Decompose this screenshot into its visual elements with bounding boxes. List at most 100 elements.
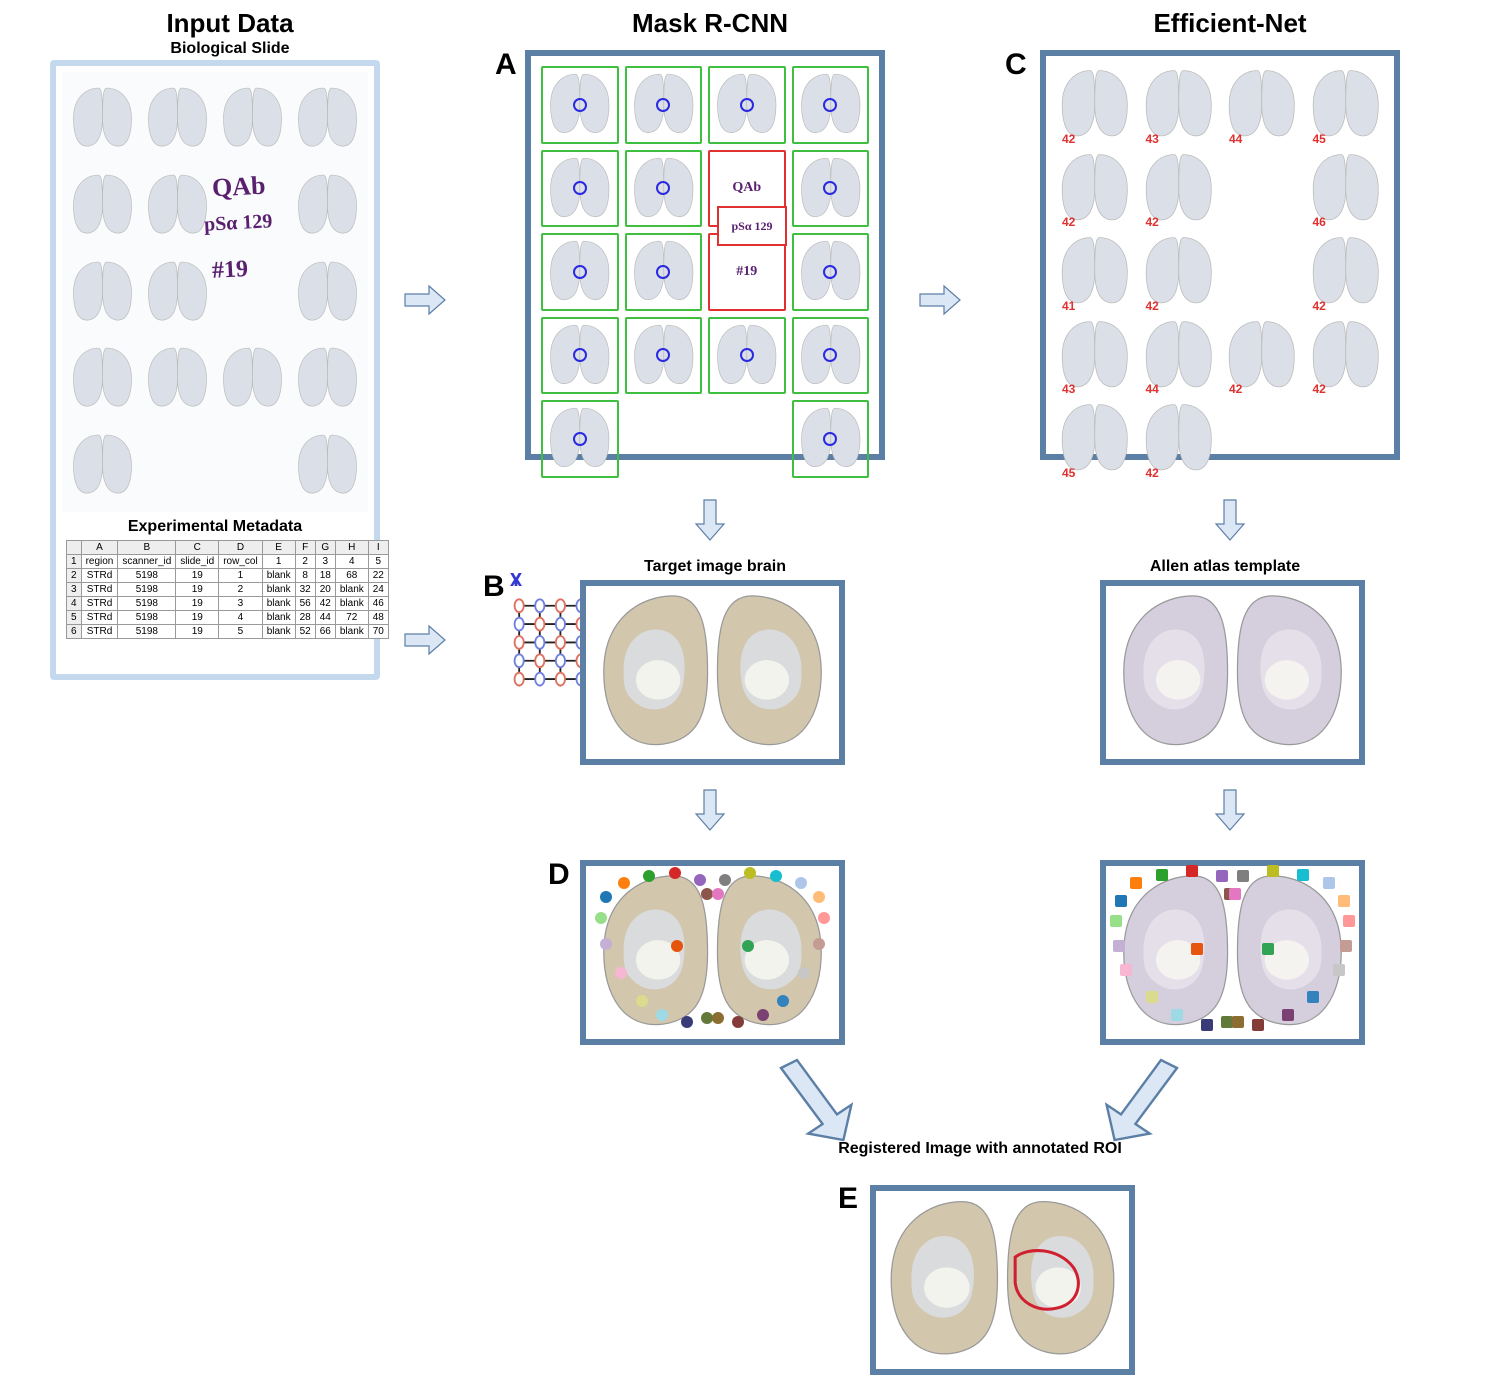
landmark-dot — [1237, 870, 1249, 882]
panel-c-cell: 42 — [1140, 400, 1218, 478]
brain-thumb — [143, 338, 212, 419]
landmark-dot — [813, 891, 825, 903]
landmark-dot — [1201, 1019, 1213, 1031]
input-brain-grid — [68, 78, 362, 506]
panel-c-cell: 45 — [1307, 66, 1385, 144]
landmark-dot — [712, 1012, 724, 1024]
panel-e-frame — [870, 1185, 1135, 1375]
panel-a-frame: QAb #19 pSα 129 — [525, 50, 885, 460]
panel-a-cell — [541, 233, 619, 311]
panel-a-cell — [792, 66, 870, 144]
atlas-landmarks — [1106, 866, 1359, 1039]
panel-c-label: 42 — [1313, 299, 1326, 313]
landmark-dot — [777, 995, 789, 1007]
brain-thumb — [143, 165, 212, 246]
panel-c-cell: 41 — [1056, 233, 1134, 311]
panel-c-cell: 42 — [1056, 66, 1134, 144]
panel-a-cell — [541, 150, 619, 228]
landmark-dot — [1323, 877, 1335, 889]
landmark-dot — [1191, 943, 1203, 955]
landmark-dot — [595, 912, 607, 924]
brain-thumb — [293, 165, 362, 246]
registered-title: Registered Image with annotated ROI — [820, 1140, 1140, 1158]
brain-thumb — [143, 252, 212, 333]
brain-thumb — [218, 425, 287, 506]
subtitle-biological-slide: Biological Slide — [80, 40, 380, 58]
atlas-svg — [1106, 586, 1359, 759]
panel-c-label: 46 — [1313, 215, 1326, 229]
panel-d-landmarks — [586, 866, 839, 1039]
landmark-dot — [744, 867, 756, 879]
panel-c-grid: 42 43 44 45 42 42 46 41 42 42 43 44 42 4… — [1056, 66, 1384, 444]
panel-c-cell: 43 — [1140, 66, 1218, 144]
metadata-table: ABCDEFGHI1regionscanner_idslide_idrow_co… — [66, 540, 389, 639]
panel-letter-c: C — [1005, 48, 1027, 82]
panel-c-label: 42 — [1146, 466, 1159, 480]
panel-c-label: 44 — [1146, 382, 1159, 396]
panel-letter-b: B — [483, 570, 505, 604]
panel-c-cell: 44 — [1140, 317, 1218, 395]
landmark-dot — [1110, 915, 1122, 927]
panel-c-label: 42 — [1146, 215, 1159, 229]
panel-c-cell: 42 — [1307, 233, 1385, 311]
panel-c-cell: 42 — [1056, 150, 1134, 228]
panel-e-brain — [876, 1191, 1129, 1369]
panel-c-cell — [1307, 400, 1385, 478]
brain-thumb — [293, 338, 362, 419]
flow-arrow — [895, 280, 985, 320]
landmark-dot — [1113, 940, 1125, 952]
landmark-dot — [1267, 865, 1279, 877]
panel-c-cell — [1223, 400, 1301, 478]
landmark-dot — [1338, 895, 1350, 907]
landmark-dot — [1171, 1009, 1183, 1021]
panel-a-cell — [625, 317, 703, 395]
title-input: Input Data — [80, 8, 380, 39]
landmark-dot — [1186, 865, 1198, 877]
brain-thumb — [218, 338, 287, 419]
brain-thumb — [293, 78, 362, 159]
flow-arrow — [380, 620, 470, 660]
handwriting-line-3: #19 — [211, 256, 248, 285]
panel-c-cell: 46 — [1307, 150, 1385, 228]
atlas-title: Allen atlas template — [1110, 558, 1340, 576]
panel-a-cell — [792, 150, 870, 228]
landmark-dot — [671, 940, 683, 952]
landmark-dot — [712, 888, 724, 900]
panel-a-cell — [625, 400, 703, 478]
brain-thumb — [68, 338, 137, 419]
flow-arrow — [690, 480, 730, 560]
landmark-dot — [636, 995, 648, 1007]
panel-a-cell — [541, 66, 619, 144]
panel-c-label: 43 — [1146, 132, 1159, 146]
panel-c-cell: 42 — [1140, 150, 1218, 228]
panel-c-cell: 45 — [1056, 400, 1134, 478]
panel-c-cell — [1223, 233, 1301, 311]
landmark-dot — [618, 877, 630, 889]
panel-c-frame: 42 43 44 45 42 42 46 41 42 42 43 44 42 4… — [1040, 50, 1400, 460]
handwriting-line-1: QAb — [211, 171, 266, 204]
panel-a-cell — [625, 66, 703, 144]
brain-thumb — [68, 78, 137, 159]
brain-thumb — [218, 78, 287, 159]
brain-thumb — [68, 252, 137, 333]
input-data-frame: QAb pSα 129 #19 Experimental Metadata AB… — [50, 60, 380, 680]
panel-c-cell: 43 — [1056, 317, 1134, 395]
panel-c-cell — [1223, 150, 1301, 228]
landmark-dot — [1156, 869, 1168, 881]
landmark-dot — [1282, 1009, 1294, 1021]
landmark-dot — [818, 912, 830, 924]
panel-c-label: 44 — [1229, 132, 1242, 146]
brain-thumb — [293, 425, 362, 506]
panel-letter-e: E — [838, 1182, 858, 1216]
landmark-dot — [1130, 877, 1142, 889]
target-brain-title: Target image brain — [600, 558, 830, 576]
landmark-dot — [1115, 895, 1127, 907]
landmark-dot — [1146, 991, 1158, 1003]
brain-thumb — [143, 425, 212, 506]
panel-letter-a: A — [495, 48, 517, 82]
panel-a-cell — [792, 317, 870, 395]
brain-thumb — [68, 425, 137, 506]
panel-a-cell — [708, 317, 786, 395]
landmark-dot — [1120, 964, 1132, 976]
landmark-dot — [1340, 940, 1352, 952]
